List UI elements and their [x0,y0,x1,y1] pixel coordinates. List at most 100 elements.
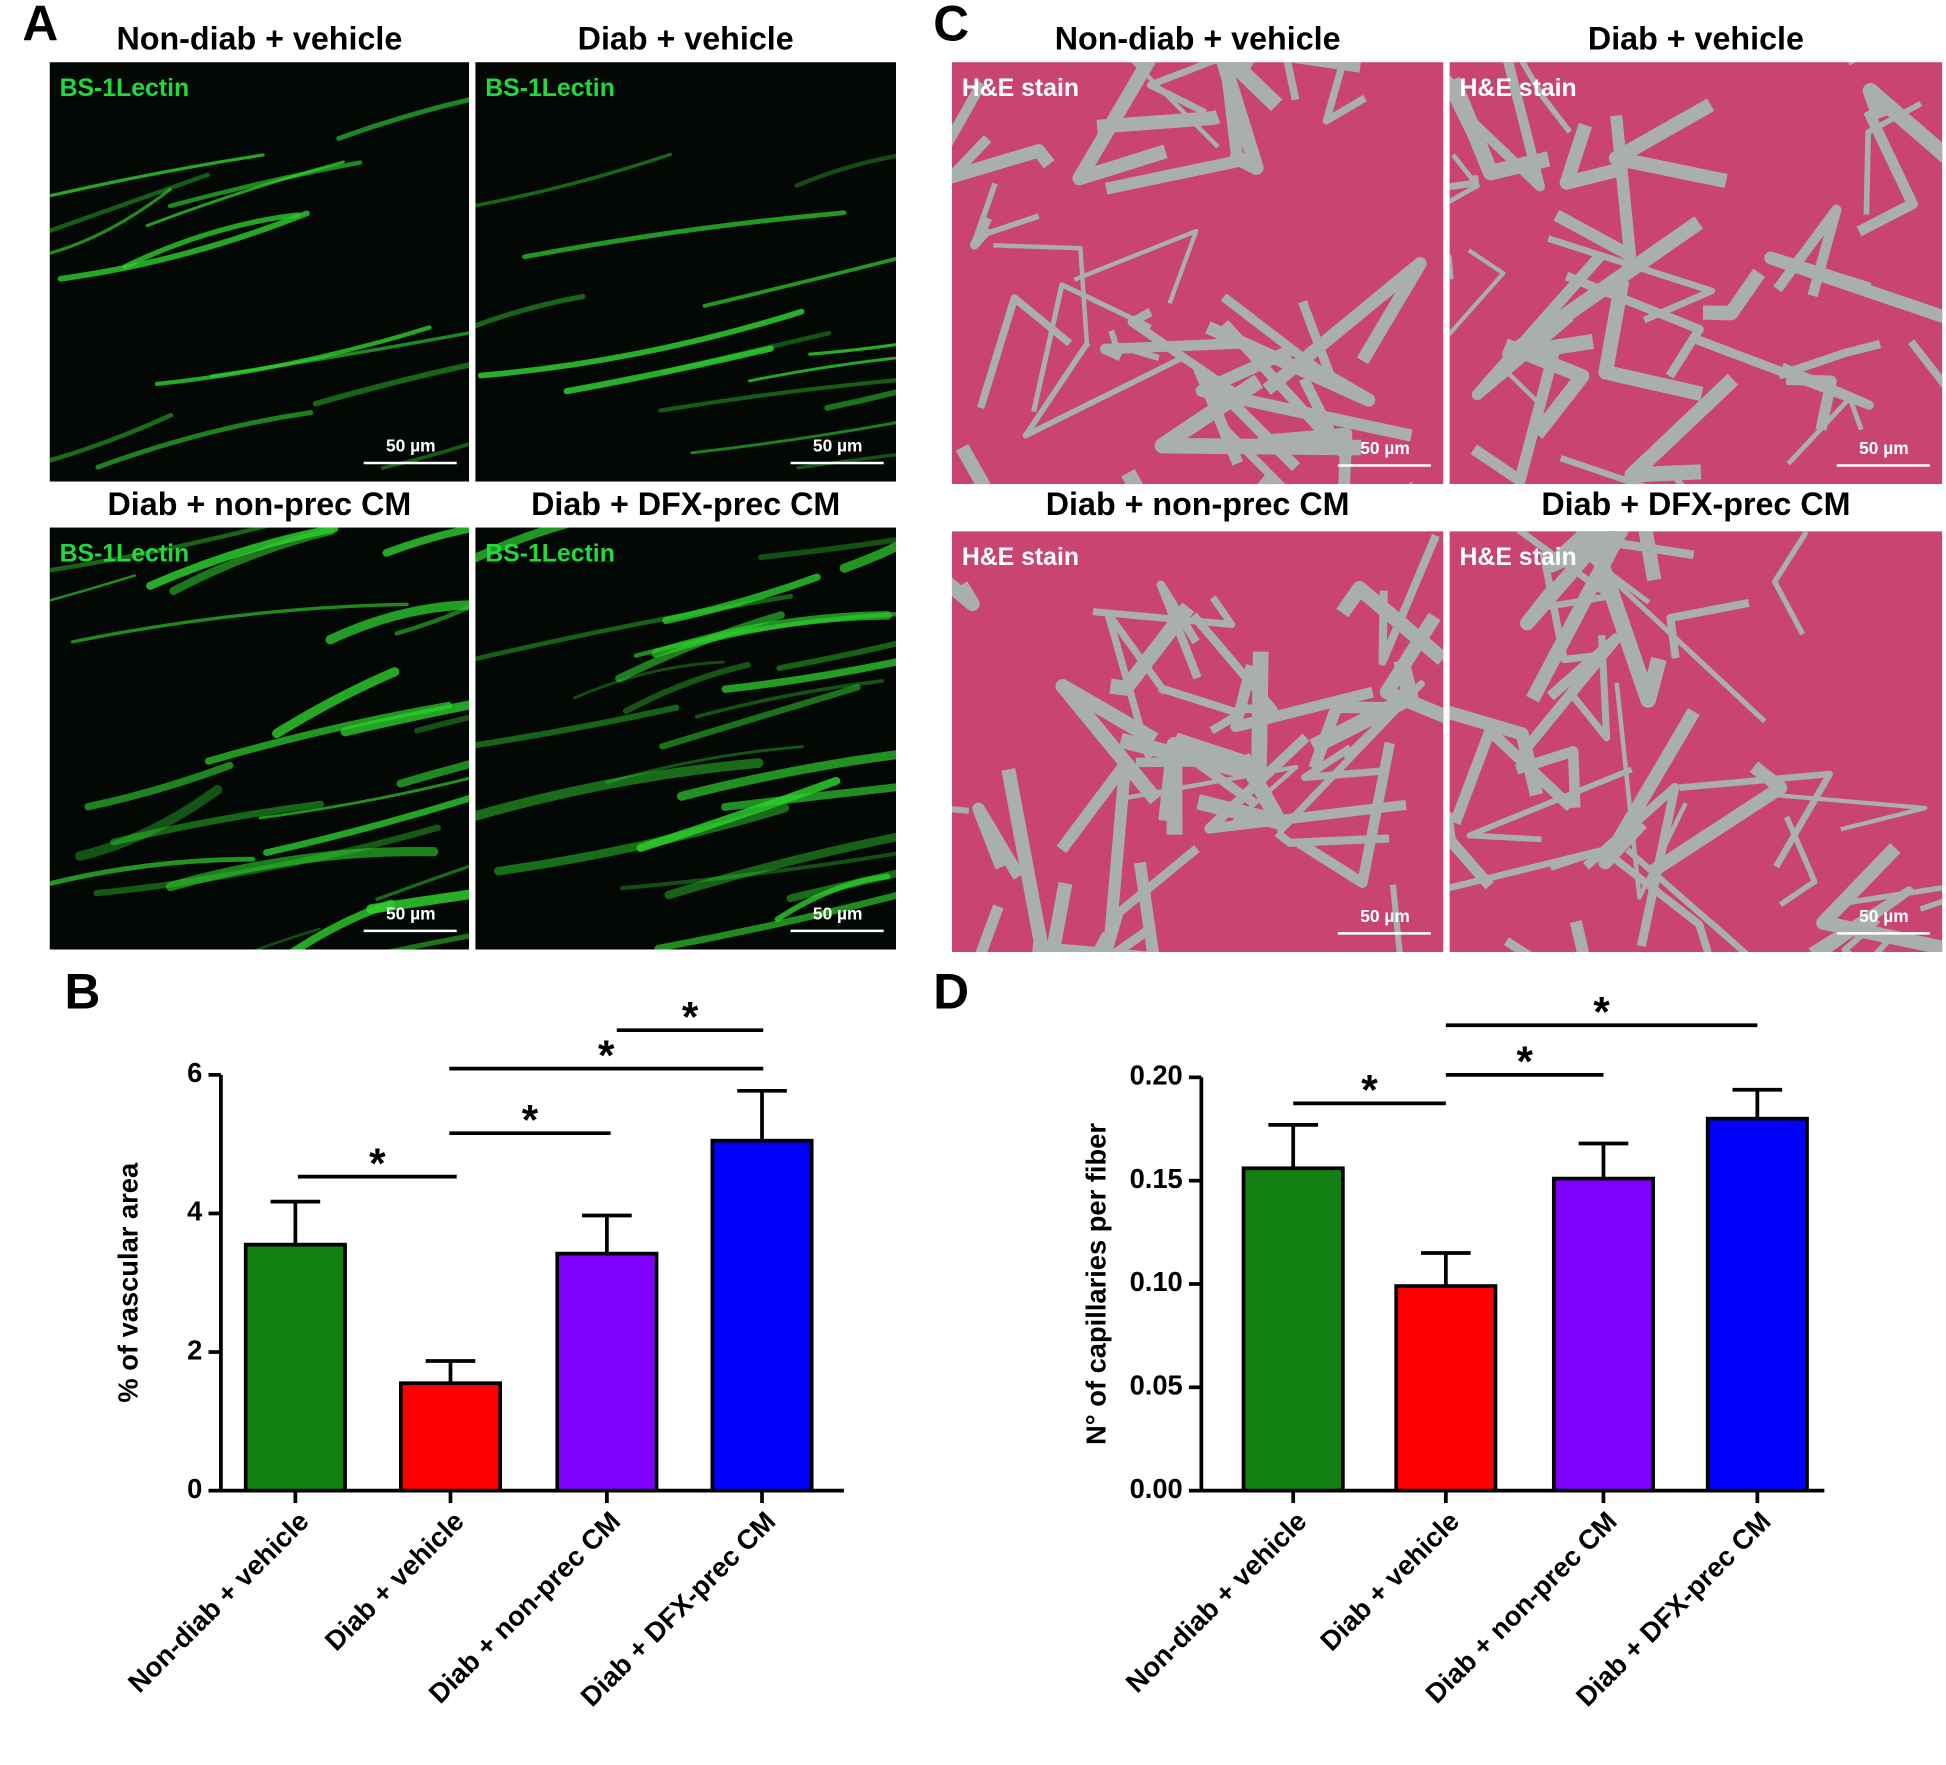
connective-tissue [1276,680,1425,835]
connective-tissue [1465,62,1545,192]
connective-tissue [1243,62,1300,101]
fluorescent-vessel [654,891,897,950]
connective-tissue [951,144,1055,184]
y-tick-label: 0.10 [1130,1266,1183,1297]
connective-tissue [1130,62,1220,149]
connective-tissue [1515,746,1581,808]
fluorescent-vessel [620,851,897,891]
connective-tissue [1449,78,1494,178]
connective-tissue [1220,320,1345,457]
connective-tissue [1205,321,1376,407]
connective-tissue [1449,175,1479,191]
connective-tissue [1470,340,1563,485]
scale-bar-label: 50 µm [386,903,436,923]
fluorescent-vessel [49,187,172,256]
micrograph-content [475,62,897,482]
connective-tissue [951,577,980,612]
fluorescent-vessel [414,714,470,734]
connective-tissue [1646,761,1788,879]
fluorescent-vessel [263,794,470,856]
stain-label: BS-1Lectin [485,540,615,567]
fluorescent-vessel [573,660,726,700]
stain-label: BS-1Lectin [485,75,615,102]
micrograph [49,527,470,950]
significance-label: * [1516,1038,1533,1085]
fluorescent-vessel [676,750,897,801]
connective-tissue [1568,635,1611,742]
micrograph-content [49,62,470,482]
connective-tissue [1449,705,1543,797]
scale-bar-label: 50 µm [1360,438,1410,458]
stain-label: H&E stain [962,544,1079,571]
connective-tissue [1109,602,1195,696]
connective-tissue [1189,612,1278,714]
bar [243,1242,347,1493]
micrograph [475,62,897,482]
connective-tissue [1296,742,1395,888]
bar [555,1251,659,1493]
fluorescent-vessel [786,869,897,903]
connective-tissue [977,294,1073,410]
fluorescent-vessel [758,537,897,561]
y-axis-label: N° of capillaries per fiber [1081,1123,1112,1445]
fluorescent-vessel [396,760,470,788]
connective-tissue [1564,271,1704,379]
micrograph-bg [475,62,897,482]
connective-tissue [1449,248,1506,337]
connective-tissue [1569,920,1590,953]
fluorescent-vessel [312,362,470,407]
connective-tissue [1274,829,1390,847]
micrograph-content [951,62,1444,485]
fluorescent-vessel [325,600,470,645]
connective-tissue [1702,268,1766,321]
connective-tissue [1598,279,1704,402]
connective-tissue [1056,758,1132,935]
connective-tissue [1786,395,1864,466]
fluorescent-vessel [210,331,470,378]
panel-letter: A [22,0,58,52]
fluorescent-vessel [272,667,400,739]
connective-tissue [1559,455,1685,485]
fluorescent-vessel [258,776,470,820]
connective-tissue [1154,374,1362,456]
micrograph [475,527,897,950]
bar [710,1138,814,1493]
connective-tissue [1519,62,1573,134]
bar [399,1381,503,1493]
connective-tissue [1301,744,1382,782]
connective-tissue [1104,75,1244,195]
y-tick-label: 0.20 [1130,1060,1183,1091]
fluorescent-vessel [651,611,892,658]
fluorescent-vessel [122,212,300,270]
stain-label: H&E stain [1460,75,1577,102]
connective-tissue [1146,62,1220,116]
fluorescent-vessel [664,832,897,900]
y-tick-label: 2 [187,1334,202,1365]
micrograph-bg [49,527,470,950]
connective-tissue [1001,768,1073,953]
connective-tissue [972,802,1025,880]
connective-tissue [1158,736,1183,835]
connective-tissue [1586,555,1767,724]
fluorescent-vessel [145,160,345,228]
connective-tissue [1614,682,1688,900]
connective-tissue [1778,815,1818,908]
fluorescent-vessel [702,256,897,308]
connective-tissue [1032,861,1159,953]
scale-bar-label: 50 µm [1859,438,1909,458]
scale-bar-label: 50 µm [1360,906,1410,926]
connective-tissue [1336,581,1444,665]
connective-tissue [951,80,992,184]
significance-label: * [1361,1067,1378,1114]
fluorescent-vessel [623,661,751,714]
connective-tissue [1073,228,1199,305]
fluorescent-vessel [340,700,470,737]
micrograph-bg [49,62,470,482]
connective-tissue [1773,204,1842,298]
connective-tissue [1502,338,1590,439]
micrograph [49,62,470,482]
connective-tissue [1031,282,1152,413]
micrograph-content [49,527,470,950]
connective-tissue [1172,651,1269,776]
